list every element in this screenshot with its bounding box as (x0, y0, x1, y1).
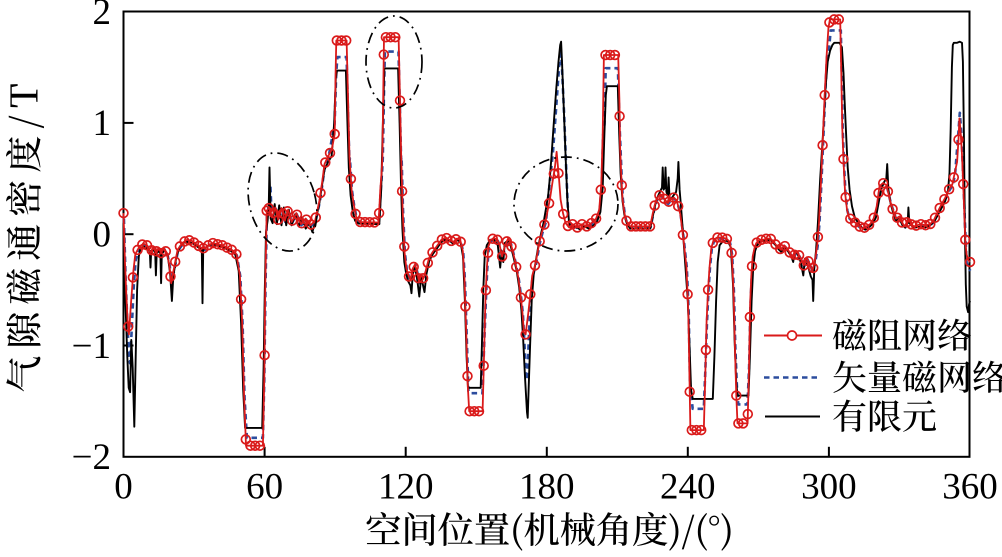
svg-text:0: 0 (93, 215, 112, 256)
svg-text:300: 300 (801, 466, 857, 507)
svg-text:240: 240 (660, 466, 716, 507)
svg-text:−2: −2 (72, 437, 111, 478)
svg-text:2: 2 (93, 0, 112, 33)
svg-text:360: 360 (942, 466, 998, 507)
svg-text:−1: −1 (72, 326, 111, 367)
svg-text:1: 1 (93, 103, 112, 144)
svg-text:60: 60 (246, 466, 283, 507)
svg-text:0: 0 (114, 466, 133, 507)
svg-text:120: 120 (378, 466, 434, 507)
svg-text:180: 180 (519, 466, 575, 507)
